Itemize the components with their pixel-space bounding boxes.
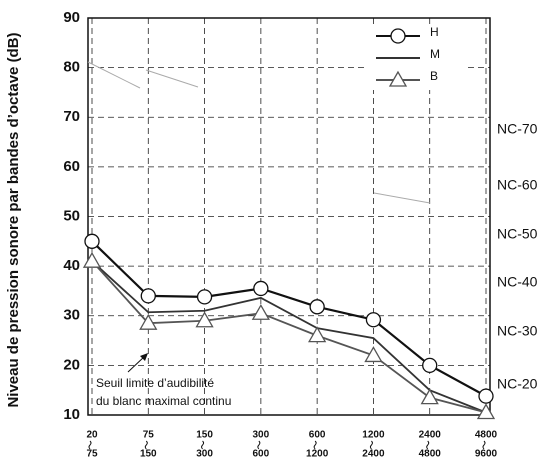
x-tick-label: 9600: [475, 449, 498, 460]
plot-frame: [87, 17, 491, 416]
marker: [84, 233, 100, 249]
marker: [139, 313, 158, 330]
x-tick-label: 2400: [362, 449, 385, 460]
marker: [251, 303, 270, 320]
y-tick-label: 40: [63, 257, 80, 274]
legend-label: M: [430, 47, 440, 61]
legend-label: B: [430, 69, 438, 83]
x-tick-label: 150: [196, 430, 213, 441]
series-line: [91, 240, 487, 398]
y-tick-label: 10: [63, 406, 80, 423]
x-tick-label: 75: [86, 449, 98, 460]
nc-label: NC-20: [497, 376, 538, 392]
marker: [364, 346, 383, 363]
annotation-arrow: [127, 355, 146, 373]
series-line: [91, 260, 487, 414]
x-tick-label: 300: [253, 430, 270, 441]
x-tick-label: 150: [140, 449, 157, 460]
marker: [388, 70, 408, 87]
x-tick-label: 20: [86, 430, 98, 441]
y-tick-label: 20: [63, 356, 80, 373]
marker: [478, 388, 494, 404]
x-tick-tilde: [257, 440, 261, 450]
x-tick-label: 1200: [306, 449, 329, 460]
nc-curve-fragments: [87, 61, 431, 204]
nc-label: NC-40: [497, 274, 538, 290]
x-tick-label: 300: [196, 449, 213, 460]
x-tick-label: 2400: [419, 430, 442, 441]
y-tick-label: 80: [63, 59, 80, 76]
marker: [309, 299, 325, 315]
marker: [196, 289, 213, 305]
series-line: [91, 260, 487, 414]
x-tick-label: 600: [253, 449, 270, 460]
x-tick-label: 1200: [362, 430, 385, 441]
nc-label: NC-60: [497, 177, 538, 193]
x-tick-tilde: [369, 440, 373, 450]
x-tick-tilde: [426, 440, 430, 450]
marker: [365, 312, 382, 328]
legend: HMB: [368, 24, 468, 90]
annotation: Seuil limite d’audibilité: [96, 376, 214, 390]
marker: [253, 280, 269, 297]
y-tick-label: 50: [63, 207, 80, 224]
marker: [476, 403, 496, 420]
marker: [422, 357, 438, 374]
legend-label: H: [430, 25, 439, 39]
y-tick-label: 60: [63, 158, 80, 175]
marker: [308, 326, 327, 343]
nc-label: NC-30: [497, 323, 538, 339]
marker: [140, 288, 156, 304]
y-axis-label: Niveau de pression sonore par bandes d’o…: [5, 32, 22, 407]
x-tick-tilde: [201, 440, 205, 450]
nc-label: NC-50: [497, 226, 538, 242]
x-tick-tilde: [88, 440, 92, 450]
marker: [195, 311, 214, 328]
y-tick-label: 90: [63, 9, 80, 26]
y-tick-label: 30: [63, 307, 80, 324]
x-tick-tilde: [482, 440, 486, 450]
x-tick-tilde: [313, 440, 317, 450]
x-tick-label: 4800: [419, 449, 442, 460]
y-tick-label: 70: [63, 108, 80, 125]
annotation-arrowhead: [140, 353, 148, 361]
marker: [390, 28, 406, 44]
x-tick-label: 600: [309, 430, 326, 441]
x-tick-label: 4800: [475, 430, 498, 441]
x-tick-tilde: [144, 440, 148, 450]
marker: [82, 251, 102, 268]
marker: [420, 388, 439, 405]
x-tick-label: 75: [143, 430, 155, 441]
nc-label: NC-70: [497, 121, 538, 137]
annotation: du blanc maximal continu: [96, 394, 231, 408]
